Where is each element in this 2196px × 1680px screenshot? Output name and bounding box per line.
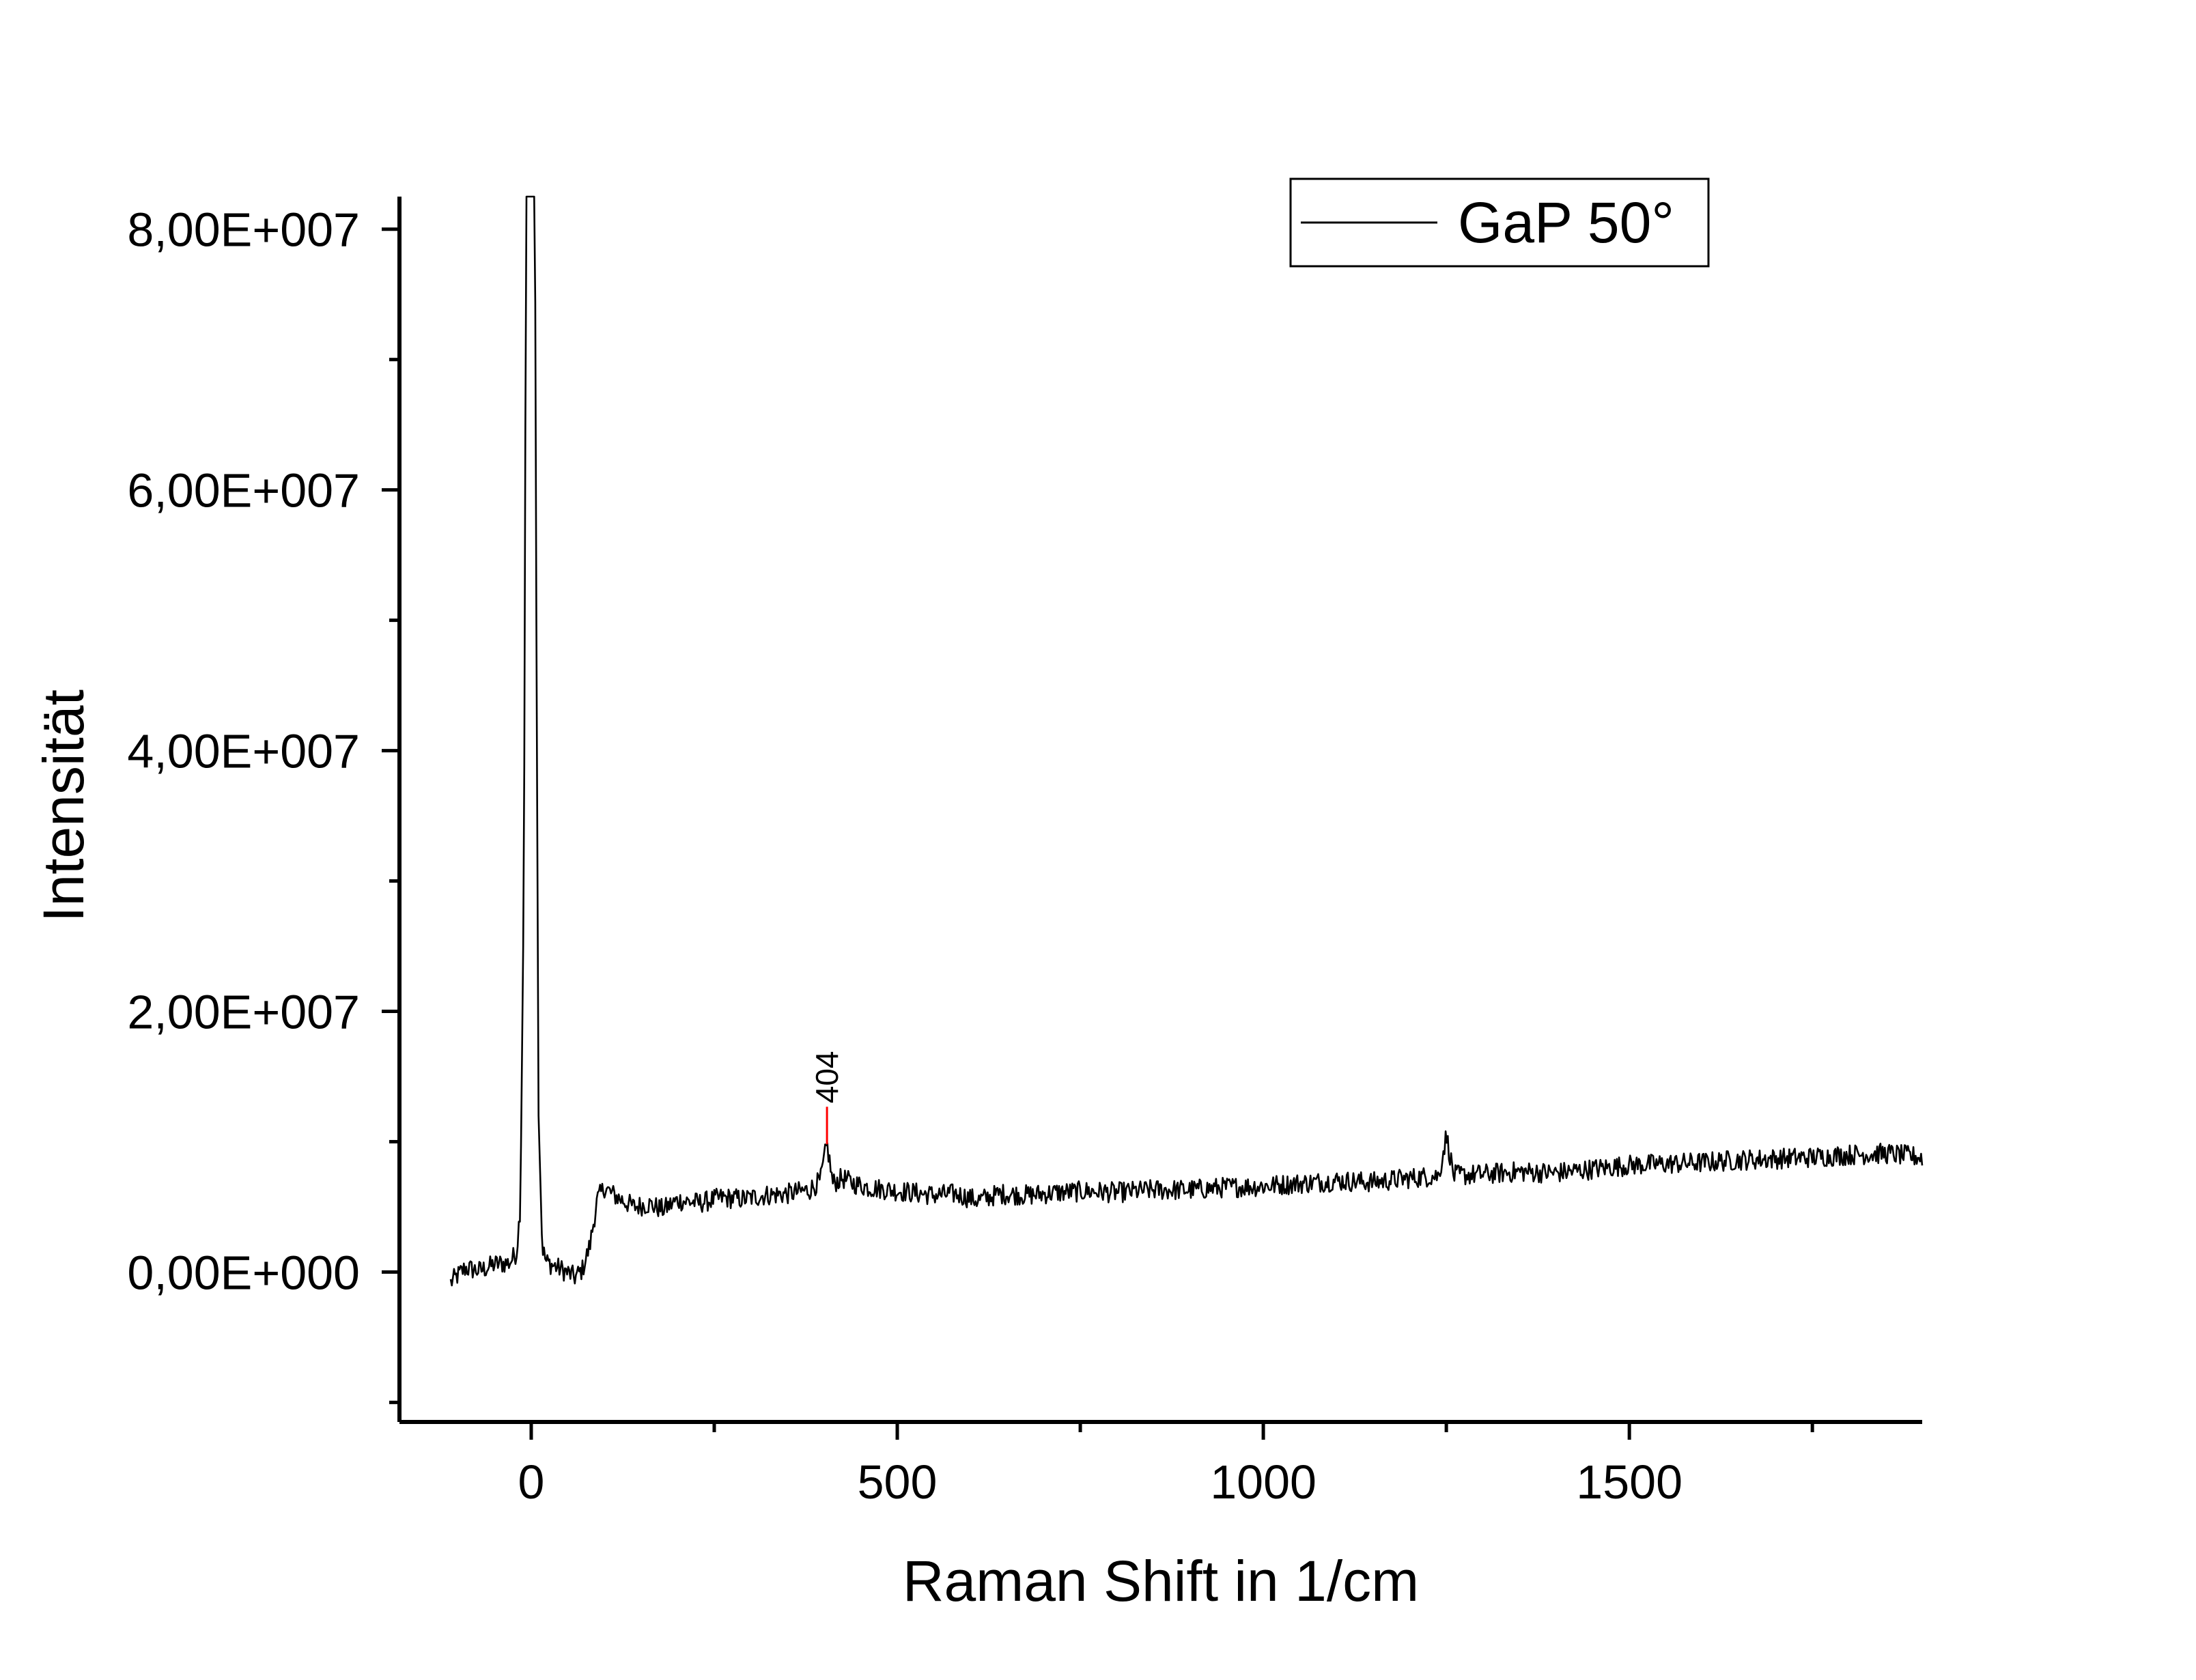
series-layer — [449, 195, 1924, 1287]
legend: GaP 50° — [1289, 177, 1710, 268]
x-axis-ticks: 0 500 1000 1500 — [518, 1422, 1814, 1509]
y-tick-label: 0,00E+000 — [127, 1246, 360, 1299]
legend-series-label: GaP 50° — [1458, 190, 1674, 255]
y-tick-label: 8,00E+007 — [127, 203, 360, 257]
y-tick-label: 6,00E+007 — [127, 464, 360, 517]
y-tick-label: 2,00E+007 — [127, 985, 360, 1038]
annotation-layer: 404 — [809, 1051, 845, 1145]
series-line-gap-50 — [449, 195, 1924, 1287]
x-tick-label: 1000 — [1210, 1455, 1317, 1509]
x-tick-label: 500 — [858, 1455, 938, 1509]
x-tick-label: 0 — [518, 1455, 545, 1509]
y-tick-label: 4,00E+007 — [127, 725, 360, 778]
x-tick-label: 1500 — [1576, 1455, 1683, 1509]
peak-label: 404 — [809, 1051, 845, 1104]
y-axis-ticks: 0,00E+000 2,00E+007 4,00E+007 6,00E+007 8,00… — [127, 203, 399, 1404]
x-axis-title: Raman Shift in 1/cm — [903, 1549, 1419, 1613]
y-axis-title: Intensität — [31, 689, 96, 922]
